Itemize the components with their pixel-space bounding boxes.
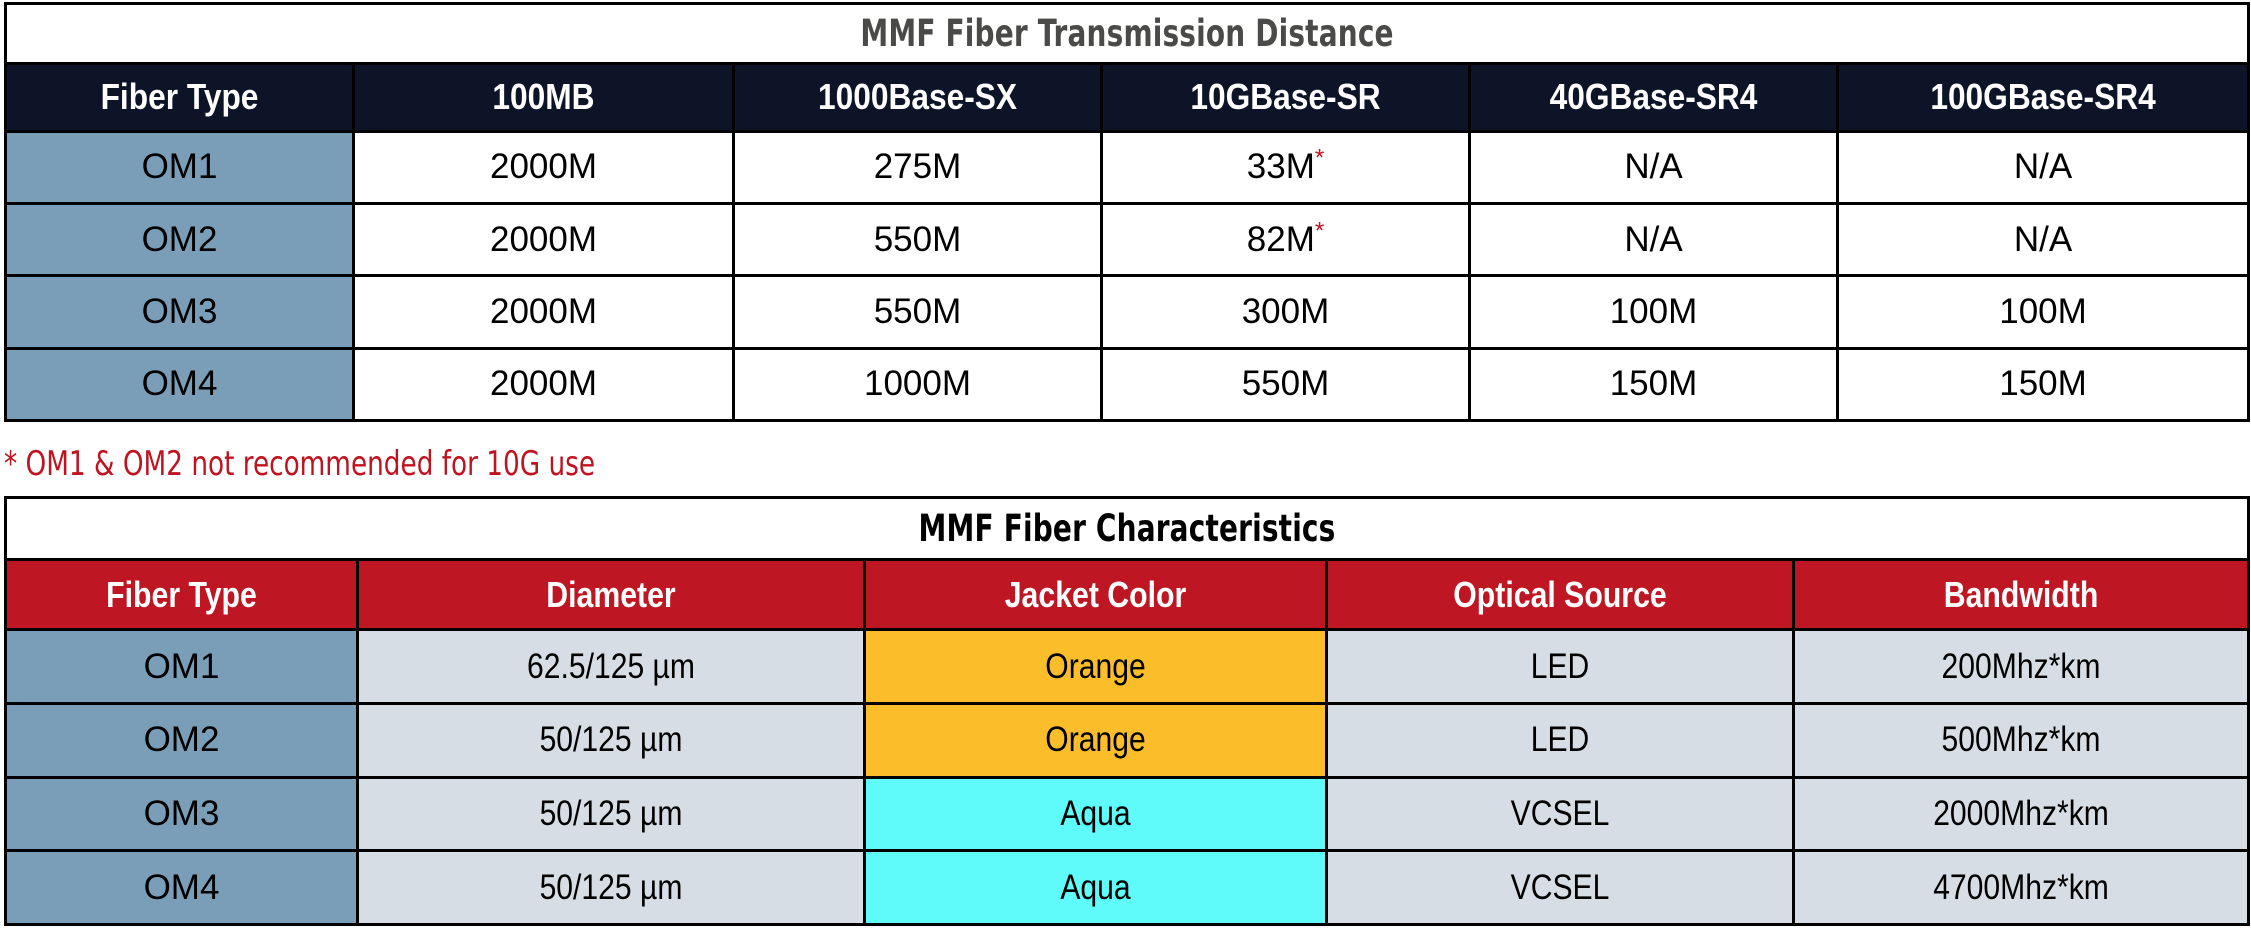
table2-cell-jacket: Aqua xyxy=(863,849,1328,926)
table1-cell-fiber: OM2 xyxy=(4,201,355,278)
table2-cell-bandwidth: 4700Mhz*km xyxy=(1791,849,2251,926)
table2-title: MMF Fiber Characteristics xyxy=(3,495,2251,562)
table2-cell-diameter: 50/125 µm xyxy=(356,775,866,853)
table2-cell-fiber: OM3 xyxy=(4,775,359,853)
table2-header-jacket-color: Jacket Color xyxy=(863,558,1328,632)
table1-cell-sr: 33M* xyxy=(1100,129,1471,205)
table1-cell-100sr4: N/A xyxy=(1835,129,2251,205)
table1-cell-40sr4: N/A xyxy=(1468,201,1839,278)
table1-cell-100mb: 2000M xyxy=(352,346,735,423)
table1-cell-100sr4: 150M xyxy=(1835,346,2251,423)
fiber-characteristics-table-wrapper: MMF Fiber Characteristics Fiber Type Dia… xyxy=(3,495,2251,926)
table1-cell-100sr4: 100M xyxy=(1835,274,2251,350)
table1-cell-40sr4: 100M xyxy=(1468,274,1839,350)
table1-header-row: Fiber Type 100MB 1000Base-SX 10GBase-SR … xyxy=(4,62,2251,133)
table1-cell-100mb: 2000M xyxy=(352,274,735,350)
table1-cell-100mb: 2000M xyxy=(352,129,735,205)
table2-cell-diameter: 50/125 µm xyxy=(356,701,866,779)
table1-cell-40sr4: N/A xyxy=(1468,129,1839,205)
table1-cell-sx: 550M xyxy=(732,201,1103,278)
table2-title-row: MMF Fiber Characteristics xyxy=(3,495,2251,562)
table1-cell-sx: 275M xyxy=(732,129,1103,205)
table1-header-100mb: 100MB xyxy=(352,62,735,133)
table1-cell-100sr4: N/A xyxy=(1835,201,2251,278)
table2-cell-bandwidth: 2000Mhz*km xyxy=(1791,775,2251,853)
table2-cell-source: LED xyxy=(1325,628,1795,705)
table2-cell-jacket: Orange xyxy=(863,628,1328,705)
table-row: OM2 2000M 550M 82M* N/A N/A xyxy=(4,201,2251,278)
table2-cell-source: LED xyxy=(1325,701,1795,779)
table2-cell-fiber: OM1 xyxy=(4,628,359,705)
mmf-transmission-distance-table: MMF Fiber Transmission Distance Fiber Ty… xyxy=(3,1,2251,423)
table2-cell-bandwidth: 500Mhz*km xyxy=(1791,701,2251,779)
table1-cell-100mb: 2000M xyxy=(352,201,735,278)
table1-cell-sx: 550M xyxy=(732,274,1103,350)
transmission-distance-table-wrapper: MMF Fiber Transmission Distance Fiber Ty… xyxy=(3,1,2251,423)
table1-cell-fiber: OM3 xyxy=(4,274,355,350)
table1-header-10gbase-sr: 10GBase-SR xyxy=(1100,62,1471,133)
table-row: OM3 2000M 550M 300M 100M 100M xyxy=(4,274,2251,350)
footnote-star-icon: * xyxy=(1314,144,1325,172)
table1-title-row: MMF Fiber Transmission Distance xyxy=(3,1,2251,66)
table-row: OM2 50/125 µm Orange LED 500Mhz*km xyxy=(4,701,2251,779)
table1-header-40gbase-sr4: 40GBase-SR4 xyxy=(1468,62,1839,133)
table2-cell-diameter: 62.5/125 µm xyxy=(356,628,866,705)
table2-cell-jacket: Aqua xyxy=(863,775,1328,853)
table1-cell-fiber: OM1 xyxy=(4,129,355,205)
table1-title: MMF Fiber Transmission Distance xyxy=(3,1,2251,66)
table1-cell-sx: 1000M xyxy=(732,346,1103,423)
table2-header-diameter: Diameter xyxy=(356,558,866,632)
table1-cell-sr: 300M xyxy=(1100,274,1471,350)
table-row: OM4 50/125 µm Aqua VCSEL 4700Mhz*km xyxy=(4,849,2251,926)
table2-cell-source: VCSEL xyxy=(1325,849,1795,926)
table2-header-optical-source: Optical Source xyxy=(1325,558,1795,632)
table1-cell-fiber: OM4 xyxy=(4,346,355,423)
table2-cell-diameter: 50/125 µm xyxy=(356,849,866,926)
mmf-fiber-characteristics-table: MMF Fiber Characteristics Fiber Type Dia… xyxy=(3,495,2251,926)
table2-cell-fiber: OM2 xyxy=(4,701,359,779)
table-row: OM1 2000M 275M 33M* N/A N/A xyxy=(4,129,2251,205)
table2-cell-fiber: OM4 xyxy=(4,849,359,926)
table1-header-1000base-sx: 1000Base-SX xyxy=(732,62,1103,133)
table2-header-row: Fiber Type Diameter Jacket Color Optical… xyxy=(4,558,2251,632)
table2-cell-bandwidth: 200Mhz*km xyxy=(1791,628,2251,705)
table1-cell-sr: 550M xyxy=(1100,346,1471,423)
table2-header-fiber-type: Fiber Type xyxy=(4,558,359,632)
table1-cell-sr: 82M* xyxy=(1100,201,1471,278)
table-row: OM1 62.5/125 µm Orange LED 200Mhz*km xyxy=(4,628,2251,705)
table-row: OM4 2000M 1000M 550M 150M 150M xyxy=(4,346,2251,423)
table2-cell-jacket: Orange xyxy=(863,701,1328,779)
table1-cell-40sr4: 150M xyxy=(1468,346,1839,423)
footnote-text: * OM1 & OM2 not recommended for 10G use xyxy=(4,444,596,484)
table1-header-100gbase-sr4: 100GBase-SR4 xyxy=(1835,62,2251,133)
table2-header-bandwidth: Bandwidth xyxy=(1791,558,2251,632)
table-row: OM3 50/125 µm Aqua VCSEL 2000Mhz*km xyxy=(4,775,2251,853)
footnote-star-icon: * xyxy=(1314,216,1325,244)
table1-header-fiber-type: Fiber Type xyxy=(4,62,355,133)
table2-cell-source: VCSEL xyxy=(1325,775,1795,853)
